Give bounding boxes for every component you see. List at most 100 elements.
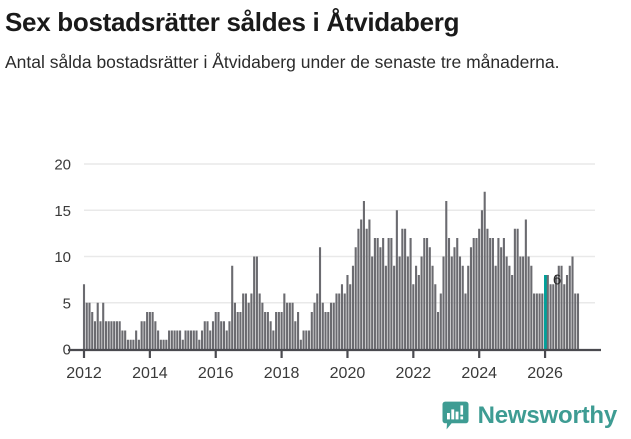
x-axis-tick-label: 2020	[330, 365, 366, 382]
bar	[384, 265, 387, 349]
bar	[486, 228, 489, 349]
bar	[511, 275, 514, 349]
bar	[258, 293, 261, 349]
bar	[431, 265, 434, 349]
bar	[91, 312, 94, 349]
bar	[387, 238, 390, 349]
bar	[500, 247, 503, 349]
bar	[398, 256, 401, 349]
x-axis-tick-label: 2022	[396, 365, 432, 382]
bar	[299, 339, 302, 349]
bar	[302, 330, 305, 349]
bar	[157, 330, 160, 349]
bar	[115, 321, 118, 349]
bar	[354, 247, 357, 349]
bar-chart-speech-bubble-icon	[442, 401, 469, 430]
bar	[489, 238, 492, 349]
bar	[140, 321, 143, 349]
bar	[154, 321, 157, 349]
bar	[445, 201, 448, 349]
bar	[357, 228, 360, 349]
bar	[321, 302, 324, 349]
y-axis-tick-label: 20	[54, 157, 71, 174]
bar	[129, 339, 132, 349]
bar	[124, 330, 127, 349]
bar	[560, 265, 563, 349]
bar	[329, 302, 333, 349]
x-axis-tick-label: 2024	[461, 365, 497, 382]
bar	[469, 247, 473, 349]
bar	[434, 284, 437, 349]
bar	[439, 293, 442, 349]
bar	[516, 228, 519, 349]
bar	[187, 330, 190, 349]
bar	[480, 210, 483, 349]
bar	[502, 238, 505, 349]
x-axis-tick-label: 2014	[132, 365, 168, 382]
bar	[242, 293, 245, 349]
bar	[195, 330, 198, 349]
brand-footer: Newsworthy	[442, 401, 617, 431]
bar	[365, 228, 368, 349]
bar	[332, 302, 335, 349]
bar	[491, 238, 494, 349]
bar-value-label: 6	[553, 272, 561, 289]
bar	[505, 256, 508, 349]
bar	[179, 330, 182, 349]
bar	[362, 201, 365, 349]
bar	[217, 312, 220, 349]
bar	[420, 256, 423, 349]
bar	[239, 312, 242, 349]
bar	[269, 321, 272, 349]
bar	[96, 302, 99, 349]
bar	[151, 312, 154, 349]
bar	[467, 265, 470, 349]
bar	[327, 312, 330, 349]
bar	[206, 321, 209, 349]
bar	[519, 256, 522, 349]
bar	[220, 321, 223, 349]
bar	[552, 284, 555, 349]
bar	[571, 256, 574, 349]
x-axis-tick-label: 2012	[66, 365, 102, 382]
bar	[148, 312, 151, 349]
bar	[316, 293, 319, 349]
bar	[261, 302, 264, 349]
bar	[382, 238, 385, 349]
bar	[310, 312, 313, 349]
bar	[93, 321, 97, 349]
bar	[121, 330, 124, 349]
bar	[436, 312, 440, 349]
bar	[102, 302, 105, 349]
bar	[110, 321, 113, 349]
highlighted-bar	[544, 275, 548, 349]
bar	[412, 284, 415, 349]
bar	[565, 275, 569, 349]
page-title: Sex bostadsrätter såldes i Åtvidaberg	[5, 7, 460, 37]
bar	[264, 312, 267, 349]
bar	[538, 293, 541, 349]
bar	[99, 321, 102, 349]
bar	[472, 238, 475, 349]
bar	[360, 219, 363, 349]
bar	[464, 293, 467, 349]
bar	[376, 238, 379, 349]
bar	[170, 330, 173, 349]
bar	[406, 256, 409, 349]
bar	[113, 321, 116, 349]
bar	[535, 293, 538, 349]
bar	[343, 293, 346, 349]
bar	[135, 330, 138, 349]
bar	[346, 275, 349, 349]
bar	[574, 293, 577, 349]
bar	[426, 238, 429, 349]
bar	[409, 238, 412, 349]
bar	[541, 293, 544, 349]
bar	[371, 256, 374, 349]
bar	[335, 293, 338, 349]
bar	[513, 228, 516, 349]
bar	[255, 256, 258, 349]
bar	[283, 293, 286, 349]
y-axis-tick-label: 15	[54, 203, 71, 220]
